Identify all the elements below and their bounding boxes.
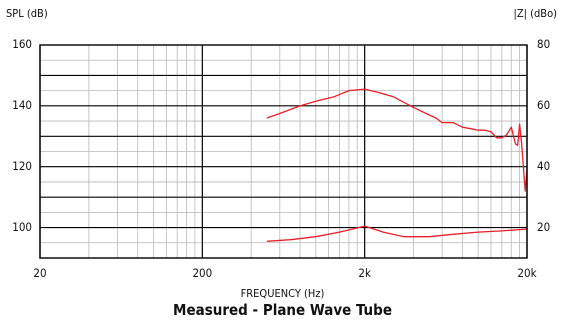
x-tick-label: 200 bbox=[192, 266, 213, 280]
y2-tick-label: 20 bbox=[537, 219, 551, 234]
x-tick-label: 20 bbox=[33, 266, 47, 280]
series-layer bbox=[266, 88, 528, 242]
x-axis-label: FREQUENCY (Hz) bbox=[0, 288, 565, 299]
y-tick-label: 140 bbox=[12, 97, 32, 112]
x-axis-label-text: FREQUENCY (Hz) bbox=[240, 287, 325, 300]
plot-frame bbox=[39, 44, 528, 259]
y-tick-label: 160 bbox=[12, 37, 32, 51]
chart-title: Measured - Plane Wave Tube bbox=[0, 303, 565, 318]
x-tick-label: 2k bbox=[358, 266, 371, 280]
minor-grid bbox=[40, 45, 527, 258]
chart-title-text: Measured - Plane Wave Tube bbox=[173, 301, 392, 319]
y2-tick-label: 40 bbox=[537, 158, 551, 173]
y2-axis-label: |Z| (dBo) bbox=[513, 7, 557, 20]
major-grid bbox=[39, 44, 528, 259]
y-axis-label: SPL (dB) bbox=[6, 7, 48, 20]
impedance-line bbox=[266, 225, 528, 242]
y2-tick-label: 80 bbox=[537, 37, 551, 51]
spl-response-line bbox=[266, 88, 528, 192]
y-tick-label: 120 bbox=[12, 158, 32, 173]
y2-tick-label: 60 bbox=[537, 97, 551, 112]
y-tick-label: 100 bbox=[12, 219, 32, 234]
x-tick-label: 20k bbox=[517, 266, 537, 280]
